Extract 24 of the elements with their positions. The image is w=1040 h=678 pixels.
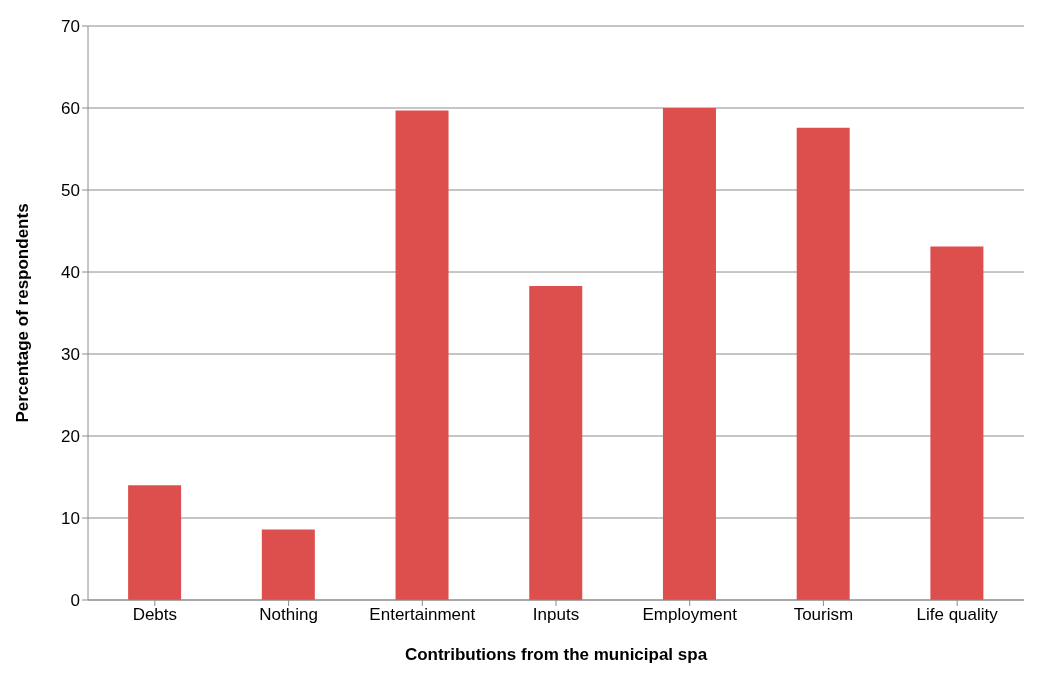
x-axis-title: Contributions from the municipal spa — [404, 645, 708, 664]
y-tick-label: 20 — [61, 427, 80, 447]
bar — [261, 529, 315, 600]
y-tick-label: 50 — [61, 181, 80, 201]
y-tick-label: 40 — [61, 263, 80, 283]
y-tick-label: 60 — [61, 99, 80, 119]
x-tick-label: Tourism — [793, 605, 854, 625]
y-tick-label: 70 — [61, 17, 80, 37]
bar — [529, 285, 583, 600]
x-tick-label: Debts — [132, 605, 178, 625]
x-tick-label: Entertainment — [369, 605, 476, 625]
bar — [395, 110, 449, 600]
bar — [128, 485, 182, 600]
bar — [662, 108, 716, 600]
y-tick-label: 10 — [61, 509, 80, 529]
bar — [796, 127, 850, 600]
y-tick-label: 0 — [70, 591, 80, 611]
bar — [930, 246, 984, 600]
x-tick-label: Life quality — [916, 605, 999, 625]
x-tick-label: Nothing — [259, 605, 318, 625]
x-tick-label: Employment — [642, 605, 738, 625]
x-tick-label: Inputs — [532, 605, 580, 625]
y-axis-title: Percentage of respondents — [13, 203, 33, 423]
y-tick-label: 30 — [61, 345, 80, 365]
